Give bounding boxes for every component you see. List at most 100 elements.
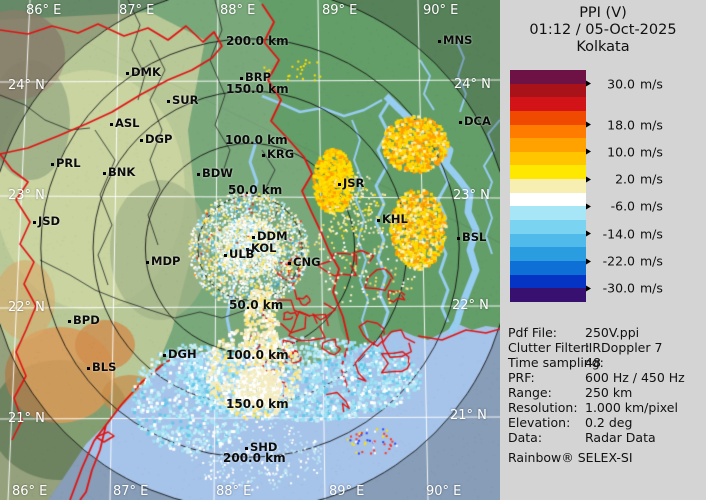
legend-entry: -30.0 m/s bbox=[586, 281, 663, 296]
metadata-row: Elevation: 0.2 deg bbox=[508, 415, 704, 430]
metadata-label: Pdf File: bbox=[508, 325, 557, 340]
legend-unit: m/s bbox=[640, 144, 663, 160]
legend-entry: 30.0 m/s bbox=[586, 76, 663, 91]
metadata-value: 250V.ppi bbox=[585, 325, 640, 340]
legend-unit: m/s bbox=[640, 280, 663, 296]
metadata-label: Resolution: bbox=[508, 400, 578, 415]
legend-tick-arrow-icon bbox=[586, 176, 591, 183]
legend-entry: -22.0 m/s bbox=[586, 254, 663, 269]
legend-entry: 18.0 m/s bbox=[586, 117, 663, 132]
metadata-label: Range: bbox=[508, 385, 552, 400]
station-marker bbox=[68, 320, 71, 323]
legend-color-band bbox=[510, 110, 586, 125]
legend-value: 30.0 bbox=[607, 76, 635, 92]
legend-color-band bbox=[510, 260, 586, 275]
station-marker bbox=[224, 254, 227, 257]
legend-color-band bbox=[510, 83, 586, 98]
legend-unit: m/s bbox=[640, 117, 663, 133]
legend-tick-arrow-icon bbox=[586, 148, 591, 155]
title-block: PPI (V) 01:12 / 05-Oct-2025 Kolkata bbox=[500, 5, 706, 56]
station-marker bbox=[197, 173, 200, 176]
station-marker bbox=[438, 40, 441, 43]
metadata-row: Time sampling: 48 bbox=[508, 355, 704, 370]
legend-value: -22.0 bbox=[602, 253, 635, 269]
legend-color-band bbox=[510, 288, 586, 302]
legend-color-band bbox=[510, 138, 586, 152]
legend-color-band bbox=[510, 206, 586, 221]
station-marker bbox=[377, 219, 380, 222]
station-marker bbox=[246, 248, 249, 251]
radar-site-name: Kolkata bbox=[576, 39, 630, 55]
scan-datetime: 01:12 / 05-Oct-2025 bbox=[529, 22, 677, 38]
metadata-value: 250 km bbox=[585, 385, 633, 400]
info-panel: PPI (V) 01:12 / 05-Oct-2025 Kolkata 30.0… bbox=[500, 0, 706, 500]
legend-value: -30.0 bbox=[602, 280, 635, 296]
station-marker bbox=[240, 77, 243, 80]
legend-unit: m/s bbox=[640, 198, 663, 214]
legend-value: 10.0 bbox=[607, 144, 635, 160]
metadata-label: Elevation: bbox=[508, 415, 571, 430]
legend-color-band bbox=[510, 70, 586, 84]
legend-color-band bbox=[510, 124, 586, 139]
station-marker bbox=[245, 447, 248, 450]
velocity-color-scale bbox=[510, 70, 586, 302]
metadata-value: 0.2 deg bbox=[585, 415, 633, 430]
legend-tick-arrow-icon bbox=[586, 80, 591, 87]
legend-color-band bbox=[510, 97, 586, 111]
station-marker bbox=[338, 183, 341, 186]
metadata-row: Resolution: 1.000 km/pixel bbox=[508, 400, 704, 415]
metadata-label: Time sampling: bbox=[508, 355, 604, 370]
station-marker bbox=[163, 354, 166, 357]
metadata-row: Pdf File: 250V.ppi bbox=[508, 325, 704, 340]
metadata-value: 1.000 km/pixel bbox=[585, 400, 678, 415]
station-marker bbox=[167, 100, 170, 103]
legend-tick-arrow-icon bbox=[586, 121, 591, 128]
legend-tick-arrow-icon bbox=[586, 230, 591, 237]
metadata-value: IIRDoppler 7 bbox=[585, 340, 663, 355]
station-marker bbox=[459, 121, 462, 124]
legend-color-band bbox=[510, 165, 586, 180]
station-marker bbox=[146, 261, 149, 264]
legend-color-band bbox=[510, 151, 586, 166]
station-marker bbox=[87, 367, 90, 370]
radar-map: 86° E 87° E 88° E 89° E 90° E 86° E 87° E 88° E… bbox=[0, 0, 500, 500]
legend-value: 18.0 bbox=[607, 117, 635, 133]
legend-value: -14.0 bbox=[602, 226, 635, 242]
metadata-row: PRF: 600 Hz / 450 Hz bbox=[508, 370, 704, 385]
legend-value: 2.0 bbox=[615, 171, 635, 187]
station-marker bbox=[126, 72, 129, 75]
legend-color-band bbox=[510, 274, 586, 289]
station-marker bbox=[110, 123, 113, 126]
legend-unit: m/s bbox=[640, 171, 663, 187]
legend-value: -6.0 bbox=[610, 198, 635, 214]
legend-entry: 2.0 m/s bbox=[586, 172, 663, 187]
product-title: PPI (V) bbox=[579, 5, 627, 21]
legend-unit: m/s bbox=[640, 253, 663, 269]
station-marker bbox=[288, 262, 291, 265]
metadata-value: Radar Data bbox=[585, 430, 656, 445]
station-marker bbox=[33, 221, 36, 224]
station-marker bbox=[252, 236, 255, 239]
station-marker bbox=[51, 163, 54, 166]
metadata-label: Clutter Filter: bbox=[508, 340, 590, 355]
metadata-label: PRF: bbox=[508, 370, 535, 385]
legend-color-band bbox=[510, 192, 586, 207]
metadata-value: 600 Hz / 450 Hz bbox=[585, 370, 685, 385]
legend-tick-arrow-icon bbox=[586, 285, 591, 292]
velocity-scale-labels: 30.0 m/s 18.0 m/s 10.0 m/s 2.0 m/s -6.0 m/s -14.0 m… bbox=[586, 70, 704, 302]
metadata-row: Range: 250 km bbox=[508, 385, 704, 400]
software-credit: Rainbow® SELEX-SI bbox=[508, 450, 633, 465]
metadata-row: Clutter Filter: IIRDoppler 7 bbox=[508, 340, 704, 355]
legend-entry: 10.0 m/s bbox=[586, 144, 663, 159]
radar-map-canvas bbox=[0, 0, 500, 500]
metadata-value: 48 bbox=[585, 355, 601, 370]
legend-unit: m/s bbox=[640, 226, 663, 242]
legend-entry: -14.0 m/s bbox=[586, 226, 663, 241]
station-marker bbox=[262, 154, 265, 157]
legend-tick-arrow-icon bbox=[586, 203, 591, 210]
legend-color-band bbox=[510, 179, 586, 193]
metadata-label: Data: bbox=[508, 430, 543, 445]
legend-color-band bbox=[510, 247, 586, 261]
metadata-row: Data: Radar Data bbox=[508, 430, 704, 445]
